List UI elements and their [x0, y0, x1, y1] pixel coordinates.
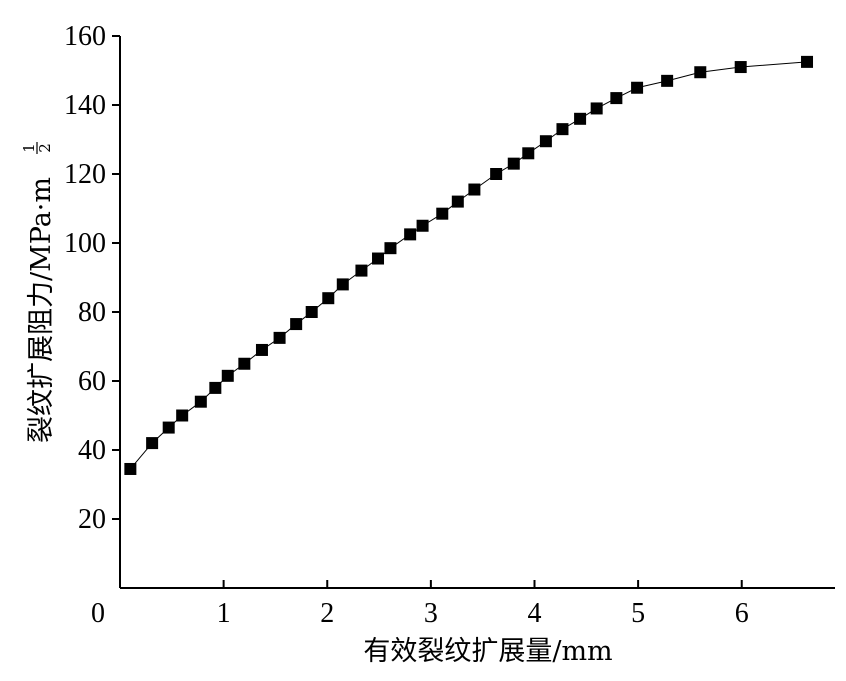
- y-axis-exponent-num: 1: [20, 143, 38, 153]
- data-point: [322, 292, 335, 305]
- data-point: [610, 92, 623, 105]
- svg-text:裂纹扩展阻力/MPa·m: 裂纹扩展阻力/MPa·m: [26, 177, 57, 443]
- y-ticks: 20 40 60 80 100 120 140 160: [64, 21, 120, 535]
- data-point: [355, 264, 368, 277]
- data-point: [146, 437, 159, 450]
- data-point: [507, 157, 520, 170]
- data-point: [556, 123, 569, 136]
- data-point: [539, 135, 552, 148]
- data-point: [384, 242, 397, 255]
- data-point: [694, 66, 707, 79]
- x-tick-label: 2: [320, 598, 334, 629]
- data-point: [194, 395, 207, 408]
- data-point: [238, 357, 251, 370]
- series-line: [129, 61, 808, 470]
- x-ticks: 0 1 2 3 4 5 6: [91, 580, 749, 629]
- data-point: [124, 462, 137, 475]
- data-point: [574, 112, 587, 125]
- y-axis-title: 裂纹扩展阻力/MPa·m 1 2: [20, 142, 57, 443]
- data-point: [490, 168, 503, 180]
- data-point: [436, 207, 449, 220]
- x-tick-label: 0: [91, 598, 105, 629]
- y-tick-label: 140: [64, 90, 106, 121]
- data-point: [176, 409, 189, 422]
- data-point: [336, 278, 349, 291]
- y-tick-label: 160: [64, 21, 106, 52]
- data-point: [631, 81, 644, 94]
- data-point: [801, 55, 814, 68]
- data-point: [305, 306, 318, 318]
- y-tick-label: 40: [78, 435, 106, 466]
- y-axis-title-text: 裂纹扩展阻力/MPa·m: [26, 177, 57, 443]
- x-tick-label: 6: [735, 598, 749, 629]
- data-point: [162, 421, 175, 434]
- data-point: [734, 61, 747, 74]
- data-point: [221, 369, 234, 382]
- y-tick-label: 120: [64, 159, 106, 190]
- data-point: [255, 343, 268, 356]
- data-point: [522, 147, 535, 160]
- x-tick-label: 1: [217, 598, 231, 629]
- data-point: [661, 74, 674, 87]
- y-tick-label: 60: [78, 366, 106, 397]
- y-axis-exponent-den: 2: [36, 143, 54, 153]
- x-tick-label: 3: [424, 598, 438, 629]
- data-point: [273, 331, 286, 344]
- data-point: [209, 381, 222, 394]
- data-series: [124, 55, 814, 475]
- data-point: [372, 252, 385, 265]
- y-tick-label: 80: [78, 297, 106, 328]
- data-point: [590, 102, 603, 115]
- x-tick-label: 5: [631, 598, 645, 629]
- data-point: [416, 219, 429, 232]
- data-point: [404, 228, 417, 241]
- data-point: [290, 318, 303, 331]
- y-tick-label: 20: [78, 504, 106, 535]
- x-axis-title: 有效裂纹扩展量/mm: [363, 636, 612, 667]
- data-point: [468, 183, 481, 196]
- x-tick-label: 4: [527, 598, 541, 629]
- y-tick-label: 100: [64, 228, 106, 259]
- data-point: [451, 195, 464, 208]
